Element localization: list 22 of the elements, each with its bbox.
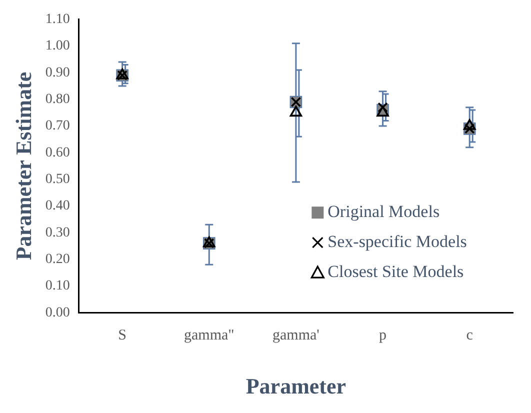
y-tick-label: 0.00 — [45, 305, 70, 320]
y-tick-label: 0.30 — [45, 225, 70, 240]
x-tick-label: gamma' — [272, 328, 320, 344]
y-tick-label: 0.60 — [45, 145, 70, 160]
y-tick-label: 0.40 — [45, 198, 70, 214]
x-tick-label: S — [118, 328, 126, 344]
y-tick-label: 0.20 — [45, 252, 70, 267]
y-tick-label: 1.10 — [45, 12, 70, 28]
y-tick-label: 0.80 — [45, 92, 70, 108]
x-tick-label: gamma" — [184, 328, 234, 344]
y-tick-label: 1.00 — [45, 38, 70, 54]
x-tick-label: c — [466, 328, 474, 344]
y-tick-label: 0.70 — [45, 118, 70, 134]
y-tick-label: 0.10 — [45, 278, 70, 294]
legend-label: Original Models — [328, 202, 440, 222]
legend-label: Closest Site Models — [328, 262, 464, 282]
x-axis-title: Parameter — [246, 373, 346, 398]
y-axis-title: Parameter Estimate — [10, 72, 36, 260]
y-tick-label: 0.50 — [45, 172, 70, 187]
legend-label: Sex-specific Models — [328, 232, 467, 252]
x-tick-label: p — [379, 328, 387, 344]
y-tick-label: 0.90 — [45, 65, 70, 80]
